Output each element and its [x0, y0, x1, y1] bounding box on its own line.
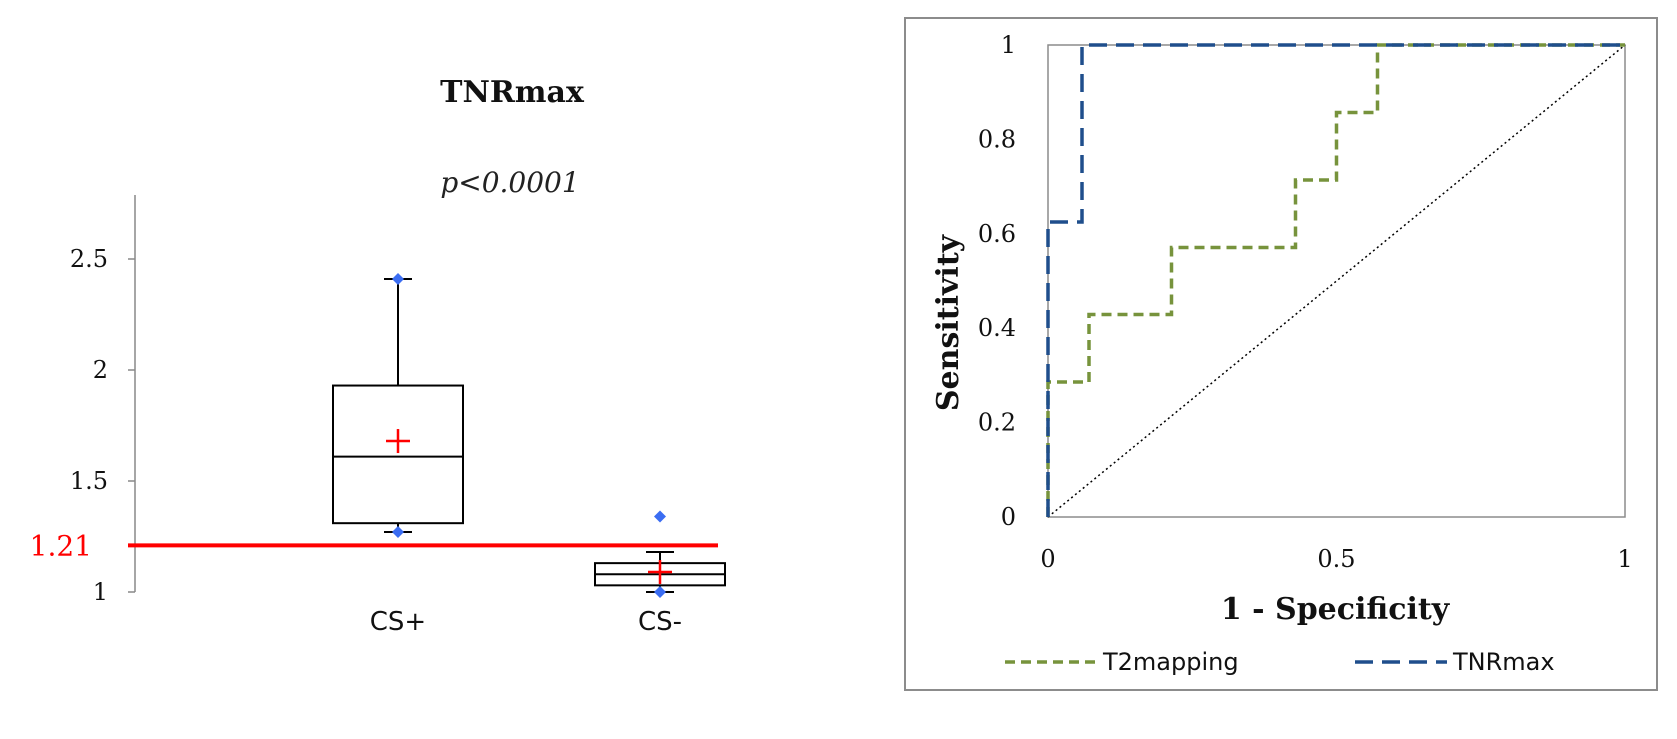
box-outlier-point — [392, 526, 404, 539]
box-y-ticks: 1 1.5 2 2.5 — [70, 245, 135, 606]
box-category-label: CS- — [638, 607, 682, 637]
roc-legend: T2mapping TNRmax — [1005, 648, 1555, 676]
roc-x-tick-label: 0 — [1040, 545, 1055, 573]
box-categories: CS+ CS- — [370, 607, 682, 637]
roc-series-line — [1046, 43, 1625, 517]
box-y-tick-label: 2.5 — [70, 245, 108, 273]
box-glyph — [332, 272, 464, 539]
box-plot-title: TNRmax — [440, 75, 585, 110]
roc-reference-line — [1047, 44, 1626, 518]
box-iqr — [332, 384, 464, 525]
box-y-tick-label: 2 — [93, 356, 108, 384]
roc-y-tick-label: 0 — [1001, 503, 1016, 531]
roc-legend-item: T2mapping — [1005, 648, 1239, 676]
roc-legend-item: TNRmax — [1355, 648, 1555, 676]
box-y-tick-label: 1 — [93, 578, 108, 606]
roc-y-tick-label: 0.8 — [978, 125, 1016, 153]
roc-x-tick-label: 0.5 — [1317, 545, 1355, 573]
roc-legend-label: TNRmax — [1452, 648, 1555, 676]
box-category-label: CS+ — [370, 607, 426, 637]
roc-y-ticks: 0 0.2 0.4 0.6 0.8 1 — [978, 31, 1016, 531]
box-plot-subtitle: p<0.0001 — [440, 166, 579, 199]
roc-y-axis-label: Sensitivity — [931, 233, 966, 411]
box-plot-panel: TNRmax p<0.0001 1 1.5 2 2.5 CS+ CS- 1.21 — [30, 75, 726, 637]
roc-x-tick-label: 1 — [1617, 545, 1632, 573]
roc-x-ticks: 0 0.5 1 — [1040, 545, 1632, 573]
box-y-tick-label: 1.5 — [70, 467, 108, 495]
roc-y-tick-label: 0.6 — [978, 220, 1016, 248]
roc-lines — [1046, 43, 1626, 518]
box-outlier-point — [654, 586, 666, 598]
roc-y-tick-label: 0.4 — [978, 314, 1016, 342]
roc-panel: 00.20.40.60.81 0 0.5 1 1 - Specificity Sen… — [904, 17, 1658, 691]
box-glyph — [594, 510, 726, 598]
box-outlier-point — [392, 272, 404, 285]
roc-x-axis-label: 1 - Specificity — [1221, 592, 1451, 627]
roc-y-tick-label: 1 — [1001, 31, 1016, 59]
threshold-label: 1.21 — [30, 529, 92, 562]
roc-series-line — [1046, 43, 1625, 517]
box-outlier-point — [654, 510, 666, 523]
roc-frame — [904, 17, 1658, 691]
roc-legend-label: T2mapping — [1102, 648, 1239, 676]
roc-y-tick-label: 0.2 — [978, 409, 1016, 437]
box-glyphs — [332, 272, 726, 598]
